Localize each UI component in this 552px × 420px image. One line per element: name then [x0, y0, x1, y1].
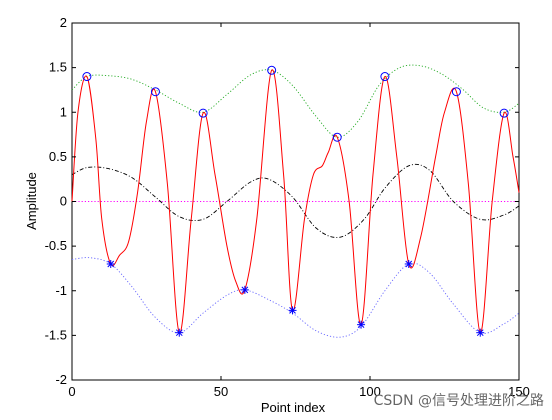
- y-tick-label: -0.5: [45, 238, 67, 253]
- minimum-marker: [175, 328, 184, 337]
- maximum-marker: [499, 108, 509, 118]
- maximum-marker: [198, 108, 208, 118]
- y-tick-label: 2: [60, 15, 67, 30]
- maximum-marker: [82, 72, 92, 82]
- y-tick-label: 1: [60, 104, 67, 119]
- y-tick-label: -2: [55, 372, 67, 387]
- y-tick-label: -1: [55, 283, 67, 298]
- mean-envelope-line: [71, 163, 520, 238]
- minimum-marker: [240, 285, 249, 294]
- y-tick-label: 0.5: [49, 149, 67, 164]
- x-axis-label: Point index: [261, 400, 326, 415]
- watermark-text: CSDN @信号处理进阶之路: [374, 393, 544, 409]
- minimum-marker: [404, 259, 413, 268]
- maximum-marker: [380, 72, 390, 82]
- maximum-marker: [267, 65, 277, 75]
- plot-frame: [71, 22, 520, 381]
- maximum-marker: [332, 132, 342, 142]
- x-tick-label: 100: [359, 384, 381, 399]
- maximum-marker: [150, 87, 160, 97]
- minimum-marker: [288, 306, 297, 315]
- minimum-marker: [357, 320, 366, 329]
- y-tick-label: 0: [60, 194, 67, 209]
- y-tick-label: 1.5: [49, 60, 67, 75]
- lower-envelope-line: [71, 257, 520, 338]
- upper-envelope-line: [71, 64, 520, 138]
- signal-line: [71, 69, 520, 334]
- y-axis-label: Amplitude: [24, 172, 39, 230]
- x-tick-label: 0: [68, 384, 75, 399]
- x-tick-label: 50: [214, 384, 228, 399]
- x-tick-label: 150: [508, 384, 530, 399]
- maximum-marker: [451, 87, 461, 97]
- minimum-marker: [106, 259, 115, 268]
- y-tick-label: -1.5: [45, 327, 67, 342]
- minimum-marker: [476, 328, 485, 337]
